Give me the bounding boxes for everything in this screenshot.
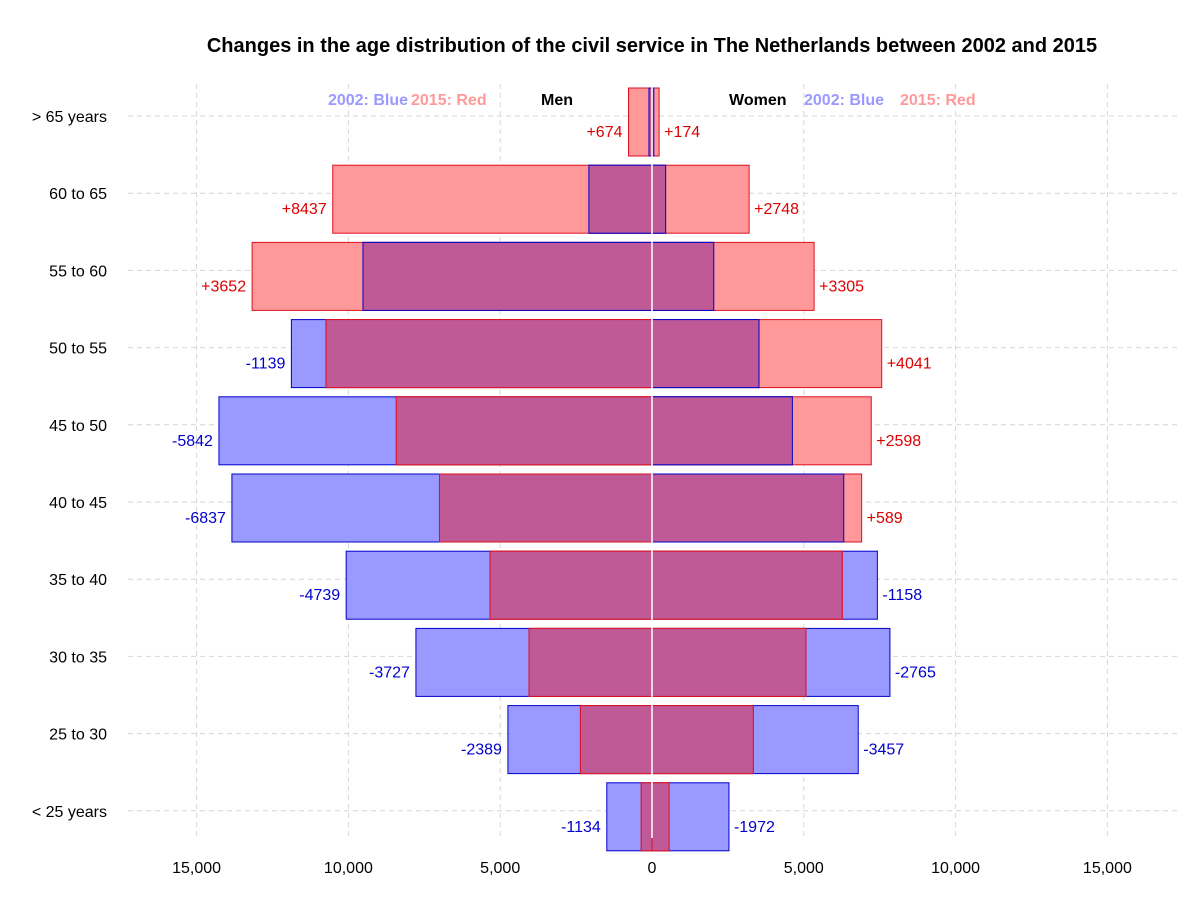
bar-women-overlap <box>651 550 843 620</box>
bar-women-overlap <box>651 164 667 234</box>
annotation-men: -5842 <box>172 433 213 450</box>
y-tick-label: 50 to 55 <box>49 341 107 358</box>
y-tick-label: 30 to 35 <box>49 649 107 666</box>
annotation-women: +589 <box>867 510 903 527</box>
annotation-women: +2748 <box>754 201 799 218</box>
bar-women-2015 <box>651 164 750 234</box>
legend-women-red: 2015: Red <box>900 92 976 109</box>
bar-men-overlap <box>528 627 653 697</box>
x-tick-label: 15,000 <box>1083 860 1132 877</box>
axes: 15,000 10,000 5,000 0 5,000 10,000 15,000 > 65 … <box>32 109 1132 877</box>
x-tick-label: 5,000 <box>480 860 520 877</box>
y-tick-label: < 25 years <box>32 804 107 821</box>
annotation-women: +4041 <box>887 356 932 373</box>
bar-men-overlap <box>579 705 653 775</box>
annotation-women: +3305 <box>819 278 864 295</box>
x-tick-label: 0 <box>648 860 657 877</box>
annotation-men: -1139 <box>246 356 286 373</box>
annotation-women: -2765 <box>895 664 936 681</box>
annotation-women: +174 <box>664 124 700 141</box>
bars <box>218 87 891 852</box>
bar-women-overlap <box>651 705 754 775</box>
bar-women-overlap <box>651 782 670 852</box>
legend-men-label: Men <box>541 92 573 109</box>
bar-women-overlap <box>651 473 845 543</box>
bar-men-overlap <box>362 241 653 311</box>
bar-women-overlap <box>651 627 807 697</box>
legend: 2002: Blue 2015: Red Men Women 2002: Blu… <box>328 92 976 109</box>
legend-men-red: 2015: Red <box>411 92 487 109</box>
annotation-women: +2598 <box>876 433 921 450</box>
annotation-men: -3727 <box>369 664 410 681</box>
annotation-men: -2389 <box>461 742 502 759</box>
annotation-men: -4739 <box>299 587 340 604</box>
annotation-men: -1134 <box>561 819 601 836</box>
legend-men-blue: 2002: Blue <box>328 92 408 109</box>
annotation-men: +674 <box>586 124 622 141</box>
bar-women-overlap <box>651 241 715 311</box>
bar-men-overlap <box>438 473 653 543</box>
legend-women-label: Women <box>729 92 786 109</box>
bar-men-overlap <box>640 782 653 852</box>
y-tick-label: 45 to 50 <box>49 418 107 435</box>
annotation-men: +3652 <box>201 278 246 295</box>
annotation-women: -1158 <box>882 587 922 604</box>
bar-men-overlap <box>325 319 653 389</box>
x-tick-label: 10,000 <box>931 860 980 877</box>
legend-women-blue: 2002: Blue <box>804 92 884 109</box>
bar-men-overlap <box>588 164 653 234</box>
annotation-women: -3457 <box>863 742 904 759</box>
change-annotations: +674 +174 +8437 +2748 +3652 +3305 -1139 +4041 -5… <box>172 124 936 836</box>
bar-women-overlap <box>651 396 793 466</box>
y-tick-label: 35 to 40 <box>49 572 107 589</box>
chart-title: Changes in the age distribution of the c… <box>207 35 1097 57</box>
bar-men-overlap <box>489 550 653 620</box>
annotation-women: -1972 <box>734 819 775 836</box>
y-tick-label: 25 to 30 <box>49 727 107 744</box>
annotation-men: -6837 <box>185 510 226 527</box>
bar-women-overlap <box>651 319 760 389</box>
annotation-men: +8437 <box>282 201 327 218</box>
x-tick-label: 5,000 <box>784 860 824 877</box>
y-tick-label: > 65 years <box>32 109 107 126</box>
bar-men-overlap <box>395 396 653 466</box>
x-tick-label: 15,000 <box>172 860 221 877</box>
y-tick-label: 60 to 65 <box>49 186 107 203</box>
y-tick-label: 55 to 60 <box>49 263 107 280</box>
y-tick-label: 40 to 45 <box>49 495 107 512</box>
x-tick-label: 10,000 <box>324 860 373 877</box>
